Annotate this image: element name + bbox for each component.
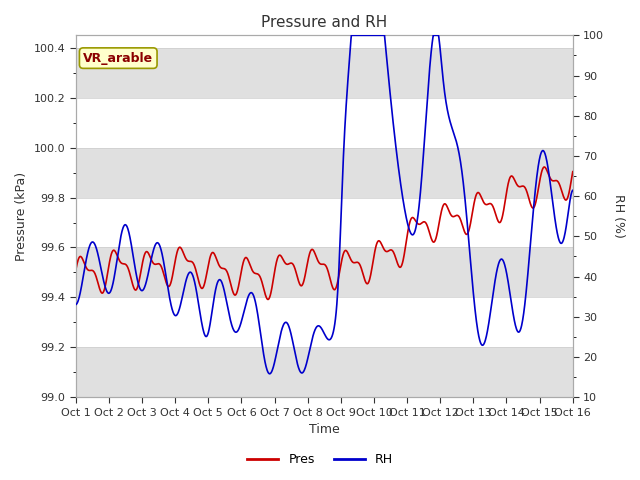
Bar	[76, 48, 573, 98]
Bar	[76, 248, 573, 298]
X-axis label: Time: Time	[309, 423, 340, 436]
Bar	[76, 348, 573, 397]
Bar	[76, 198, 573, 248]
Title: Pressure and RH: Pressure and RH	[261, 15, 387, 30]
Y-axis label: Pressure (kPa): Pressure (kPa)	[15, 172, 28, 261]
Bar	[76, 98, 573, 148]
Bar	[76, 148, 573, 198]
Legend: Pres, RH: Pres, RH	[242, 448, 398, 471]
Text: VR_arable: VR_arable	[83, 52, 154, 65]
Y-axis label: RH (%): RH (%)	[612, 194, 625, 238]
Bar	[76, 298, 573, 348]
